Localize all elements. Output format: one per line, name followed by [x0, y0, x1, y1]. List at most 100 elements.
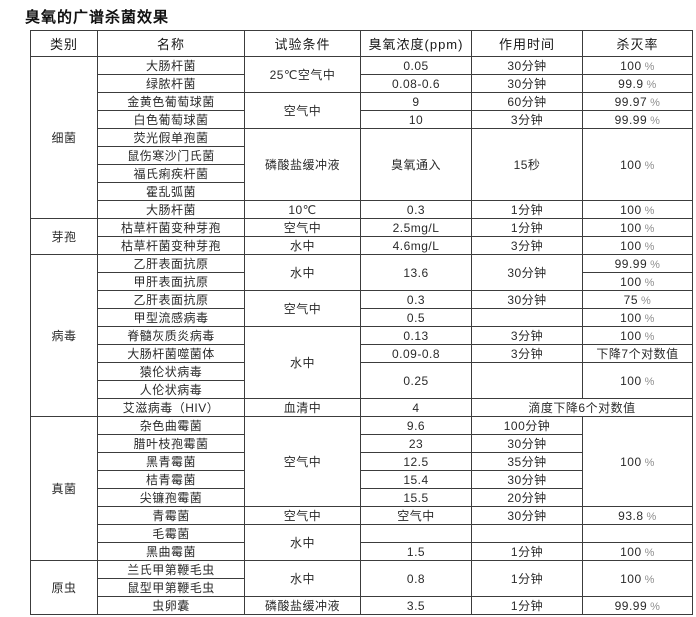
- table-cell: 10℃: [244, 200, 361, 219]
- table-cell: 水中: [244, 524, 361, 561]
- table-row: 乙肝表面抗原 空气中 0.3 30分钟 75%: [31, 290, 693, 327]
- table-cell: 艾滋病毒（HIV）: [97, 398, 245, 417]
- percent-sign: %: [646, 510, 657, 523]
- table-cell: 鼠型甲第鞭毛虫: [97, 578, 245, 597]
- table-cell: 水中: [244, 254, 361, 291]
- table-cell: 水中: [244, 236, 361, 255]
- table-row: 原虫 兰氏甲第鞭毛虫 水中 0.8 1分钟 100%: [30, 560, 693, 615]
- table-row: 枯草杆菌变种芽孢 水中 4.6mg/L 3分钟 100%: [31, 236, 693, 255]
- table-cell: 23: [360, 434, 472, 453]
- table-cell: 下降7个对数值: [582, 344, 693, 363]
- column-header-action-time: 作用时间: [471, 30, 583, 57]
- table-cell: 水中: [244, 560, 361, 597]
- table-row: 白色葡萄球菌 10 3分钟 99.99%: [31, 110, 693, 129]
- table-cell: 3分钟: [471, 236, 583, 255]
- table-cell: 1分钟: [471, 218, 583, 237]
- table-cell: 空气中: [360, 506, 472, 525]
- table-cell: 乙肝表面抗原: [97, 290, 245, 309]
- table-cell: 1分钟: [471, 542, 583, 561]
- table-cell: 鼠伤寒沙门氏菌: [97, 146, 245, 165]
- category-cell: 芽孢: [30, 218, 98, 255]
- table-cell: 100%: [582, 56, 693, 75]
- table-cell: 12.5: [360, 452, 472, 471]
- table-row: 腊叶枝孢霉菌 23 30分钟: [31, 434, 693, 453]
- table-cell: 黑青霉菌: [97, 452, 245, 471]
- table-cell: 15.5: [360, 488, 472, 507]
- table-row: 大肠杆菌噬菌体 0.09-0.8 3分钟 下降7个对数值: [31, 344, 693, 363]
- table-cell: 99.9%: [582, 74, 693, 93]
- table-cell: 空气中: [244, 218, 361, 237]
- table-cell: 25℃空气中: [244, 56, 361, 93]
- table-row: 桔青霉菌 15.4 30分钟: [31, 470, 693, 489]
- table-cell: 水中: [244, 326, 361, 399]
- table-cell: 9: [360, 92, 472, 111]
- category-cell: 病毒: [30, 254, 98, 417]
- table-cell: 金黄色葡萄球菌: [97, 92, 245, 111]
- percent-sign: %: [650, 600, 661, 613]
- percent-sign: %: [644, 456, 655, 469]
- table-cell: 血清中: [244, 398, 361, 417]
- table-cell: 100%: [582, 308, 693, 327]
- table-cell: 脊髓灰质炎病毒: [97, 326, 245, 345]
- table-header: 类别 名称 试验条件 臭氧浓度(ppm) 作用时间 杀灭率: [30, 30, 693, 57]
- column-header-kill-rate: 杀灭率: [582, 30, 693, 57]
- table-cell: 空气中: [244, 416, 361, 507]
- table-cell: 黑曲霉菌: [97, 542, 245, 561]
- table-row: 真菌 杂色曲霉菌 空气中 9.6 100分钟 100%: [30, 416, 693, 561]
- table-cell: 甲型流感病毒: [97, 308, 245, 327]
- table-row: 荧光假单孢菌 磷酸盐缓冲液 臭氧通入 15秒 100%: [31, 128, 693, 201]
- table-cell: 枯草杆菌变种芽孢: [97, 218, 245, 237]
- table-cell: 13.6: [360, 254, 472, 291]
- table-cell: 2.5mg/L: [360, 218, 472, 237]
- table-cell: 30分钟: [471, 434, 583, 453]
- table-cell: 99.99%: [582, 110, 693, 129]
- table-cell: 100%: [582, 200, 693, 219]
- table-row: 虫卵囊 磷酸盐缓冲液 3.5 1分钟 99.99%: [31, 596, 693, 615]
- table-cell: 100%: [582, 218, 693, 237]
- percent-sign: %: [650, 114, 661, 127]
- table-cell: 虫卵囊: [97, 596, 245, 615]
- table-cell: 0.13: [360, 326, 472, 345]
- table-row: 芽孢 枯草杆菌变种芽孢 空气中 2.5mg/L 1分钟 100%: [30, 218, 693, 255]
- table-cell: [471, 524, 583, 543]
- column-header-name: 名称: [97, 30, 245, 57]
- table-cell: 乙肝表面抗原: [97, 254, 245, 273]
- table-cell: 0.8: [360, 560, 472, 597]
- table-cell: 100%: [582, 362, 693, 399]
- table-cell: 100%: [582, 272, 693, 291]
- table-cell: 尖镰孢霉菌: [97, 488, 245, 507]
- table-row: 猿伦状病毒 0.25 100%: [31, 362, 693, 399]
- table-row: 脊髓灰质炎病毒 水中 0.13 3分钟 100%: [31, 326, 693, 399]
- table-cell: 93.8%: [582, 506, 693, 525]
- table-cell: 100分钟: [471, 416, 583, 435]
- table-cell: 1分钟: [471, 596, 583, 615]
- table-cell: 青霉菌: [97, 506, 245, 525]
- table-cell: 0.09-0.8: [360, 344, 472, 363]
- table-row: 尖镰孢霉菌 15.5 20分钟: [31, 488, 693, 507]
- table-cell: 霍乱弧菌: [97, 182, 245, 201]
- table-cell: 磷酸盐缓冲液: [244, 128, 361, 201]
- table-body: 细菌 大肠杆菌 25℃空气中 0.05 30分钟 100% 绿脓杆菌 0.08-0.6 30分钟…: [30, 56, 693, 615]
- table-cell: 甲肝表面抗原: [97, 272, 245, 291]
- table-cell: 人伦状病毒: [97, 380, 245, 399]
- table-row: 甲肝表面抗原 100%: [31, 272, 693, 291]
- table-cell: [471, 308, 583, 327]
- percent-sign: %: [641, 294, 652, 307]
- table-cell: 绿脓杆菌: [97, 74, 245, 93]
- category-cell: 细菌: [30, 56, 98, 219]
- table-row: 青霉菌 空气中 空气中 30分钟 93.8%: [31, 506, 693, 525]
- table-row: 绿脓杆菌 0.08-0.6 30分钟 99.9%: [31, 74, 693, 93]
- table-cell: [582, 524, 693, 543]
- table-cell: 0.3: [360, 290, 472, 309]
- table-row: 毛霉菌 水中: [31, 524, 693, 561]
- header-row: 类别 名称 试验条件 臭氧浓度(ppm) 作用时间 杀灭率: [30, 30, 693, 57]
- table-cell: 0.05: [360, 56, 472, 75]
- table-cell: 空气中: [244, 290, 361, 327]
- table-cell: 99.97%: [582, 92, 693, 111]
- table-cell: 75%: [582, 290, 693, 309]
- table-cell: 0.3: [360, 200, 472, 219]
- table-cell: 100%: [582, 542, 693, 561]
- table-cell: 滴度下降6个对数值: [471, 398, 693, 417]
- table-cell: 福氏痢疾杆菌: [97, 164, 245, 183]
